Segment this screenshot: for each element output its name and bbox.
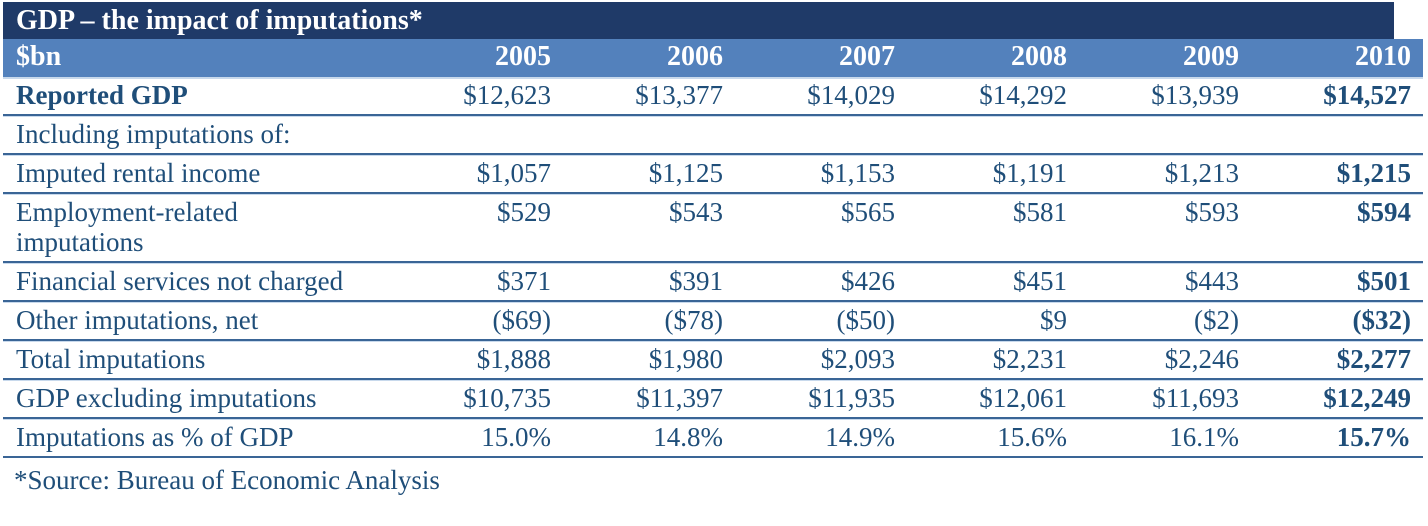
cell-value: $1,057 (476, 158, 551, 188)
row-label: Imputed rental income (16, 158, 261, 188)
cell-value: $1,888 (476, 344, 551, 374)
cell-value: $594 (1357, 197, 1411, 227)
slide: GDP – the impact of imputations* $bn 2005… (3, 2, 1423, 495)
cell-value: $371 (497, 266, 551, 296)
cell-value (391, 115, 563, 154)
table-row: Including imputations of: (3, 115, 1423, 154)
table-row: Imputed rental income $1,057 $1,125 $1,153 $… (3, 154, 1423, 193)
table-row: Employment-related imputations $529 $543 $5… (3, 193, 1423, 262)
source-footnote: *Source: Bureau of Economic Analysis (14, 465, 440, 495)
cell-value: $12,623 (463, 80, 551, 110)
cell-value: $14,527 (1323, 80, 1411, 110)
column-header-year: 2005 (495, 41, 551, 72)
column-header-year: 2007 (839, 41, 895, 72)
cell-value: $14,029 (807, 80, 895, 110)
cell-value: 15.0% (481, 422, 551, 452)
cell-value: $10,735 (463, 383, 551, 413)
cell-value: $1,153 (820, 158, 895, 188)
cell-value (1079, 115, 1251, 154)
cell-value: $13,377 (635, 80, 723, 110)
cell-value: ($50) (836, 305, 895, 335)
column-header-year: 2008 (1011, 41, 1067, 72)
cell-value: $443 (1185, 266, 1239, 296)
cell-value: ($32) (1352, 305, 1411, 335)
cell-value: 14.8% (653, 422, 723, 452)
cell-value: $12,061 (979, 383, 1067, 413)
cell-value: $529 (497, 197, 551, 227)
row-label: Imputations as % of GDP (16, 422, 294, 452)
unit-header: $bn (16, 41, 62, 72)
header-row: $bn 2005 2006 2007 2008 2009 2010 (3, 39, 1423, 77)
cell-value: 15.7% (1336, 422, 1411, 452)
table-row: Imputations as % of GDP 15.0% 14.8% 14.9% 15… (3, 418, 1423, 457)
cell-value (735, 115, 907, 154)
cell-value: $1,125 (648, 158, 723, 188)
cell-value: $1,213 (1164, 158, 1239, 188)
column-header-year: 2006 (667, 41, 723, 72)
cell-value: $1,980 (648, 344, 723, 374)
cell-value: 15.6% (997, 422, 1067, 452)
table-row: GDP excluding imputations $10,735 $11,397 $… (3, 379, 1423, 418)
cell-value: $14,292 (979, 80, 1067, 110)
cell-value: $11,397 (636, 383, 723, 413)
cell-value: $13,939 (1151, 80, 1239, 110)
cell-value: $1,215 (1336, 158, 1411, 188)
table-title: GDP – the impact of imputations* (3, 2, 1394, 39)
gdp-table: $bn 2005 2006 2007 2008 2009 2010 Reported GDP… (3, 39, 1423, 458)
cell-value: $451 (1013, 266, 1067, 296)
row-label: GDP excluding imputations (16, 383, 317, 413)
cell-value: $426 (841, 266, 895, 296)
cell-value: ($78) (664, 305, 723, 335)
cell-value (563, 115, 735, 154)
row-label: Including imputations of: (16, 119, 291, 149)
cell-value: $565 (841, 197, 895, 227)
cell-value: $581 (1013, 197, 1067, 227)
row-label: Reported GDP (16, 80, 188, 110)
column-header-year: 2010 (1355, 41, 1411, 72)
cell-value: $2,277 (1336, 344, 1411, 374)
table-row: Other imputations, net ($69) ($78) ($50) $9 (… (3, 301, 1423, 340)
cell-value: $12,249 (1323, 383, 1411, 413)
cell-value: ($69) (492, 305, 551, 335)
cell-value: $1,191 (992, 158, 1067, 188)
cell-value: $9 (1040, 305, 1067, 335)
row-label: Other imputations, net (16, 305, 259, 335)
cell-value: $2,093 (820, 344, 895, 374)
cell-value: $2,246 (1164, 344, 1239, 374)
table-row: Reported GDP $12,623 $13,377 $14,029 $14,292… (3, 77, 1423, 115)
cell-value (1251, 115, 1423, 154)
row-label: Total imputations (16, 344, 206, 374)
cell-value: 16.1% (1169, 422, 1239, 452)
table-row: Financial services not charged $371 $391 $4… (3, 262, 1423, 301)
cell-value: $501 (1357, 266, 1411, 296)
cell-value: $543 (669, 197, 723, 227)
cell-value: $593 (1185, 197, 1239, 227)
cell-value: 14.9% (825, 422, 895, 452)
cell-value: $2,231 (992, 344, 1067, 374)
cell-value: $11,935 (808, 383, 895, 413)
column-header-year: 2009 (1183, 41, 1239, 72)
table-body: Reported GDP $12,623 $13,377 $14,029 $14,292… (3, 77, 1423, 457)
cell-value: $391 (669, 266, 723, 296)
cell-value (907, 115, 1079, 154)
table-row: Total imputations $1,888 $1,980 $2,093 $2,23… (3, 340, 1423, 379)
cell-value: ($2) (1194, 305, 1239, 335)
row-label: Financial services not charged (16, 266, 344, 296)
row-label: Employment-related imputations (16, 197, 238, 257)
cell-value: $11,693 (1152, 383, 1239, 413)
